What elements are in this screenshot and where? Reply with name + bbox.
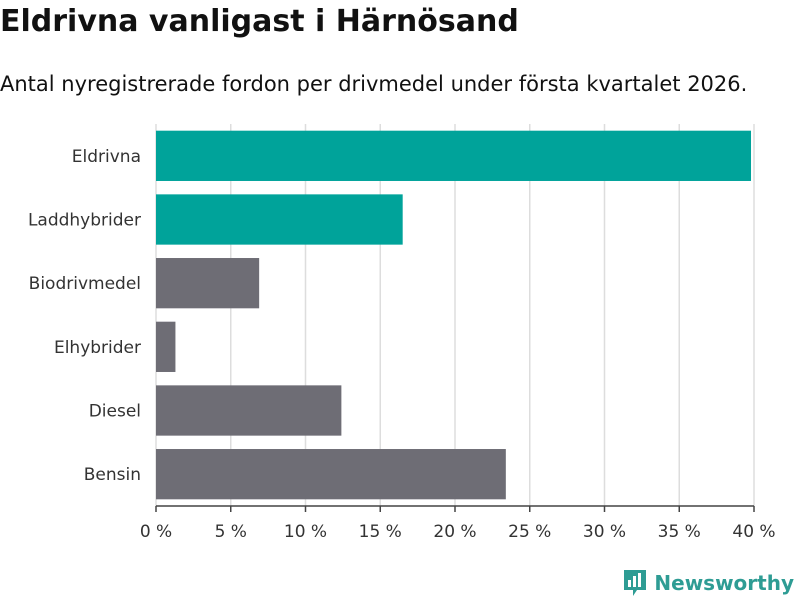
brand-name: Newsworthy	[654, 571, 794, 595]
bar	[156, 130, 752, 181]
x-tick-label: 20 %	[433, 522, 476, 542]
x-tick-label: 0 %	[140, 522, 172, 542]
x-tick-label: 35 %	[658, 522, 701, 542]
newsworthy-logo: Newsworthy	[622, 568, 794, 598]
bar	[156, 321, 176, 372]
bar	[156, 449, 506, 500]
bar	[156, 194, 403, 245]
bar-chart: Eldrivna Laddhybrider Biodrivmedel Elhybrid…	[28, 124, 776, 542]
bar	[156, 385, 342, 436]
category-label: Elhybrider	[54, 338, 141, 358]
x-tick-label: 5 %	[215, 522, 247, 542]
newsworthy-logo-icon	[624, 570, 647, 596]
category-label: Laddhybrider	[28, 211, 141, 231]
category-label: Biodrivmedel	[29, 274, 141, 294]
category-label: Eldrivna	[72, 147, 141, 167]
bar	[156, 258, 260, 309]
chart-title: Eldrivna vanligast i Härnösand	[0, 4, 519, 39]
chart-subtitle: Antal nyregistrerade fordon per drivmede…	[0, 72, 748, 96]
x-tick-label: 15 %	[359, 522, 402, 542]
category-label: Bensin	[84, 465, 141, 485]
x-tick-label: 25 %	[508, 522, 551, 542]
x-tick-label: 40 %	[732, 522, 775, 542]
x-tick-label: 10 %	[284, 522, 327, 542]
x-tick-label: 30 %	[583, 522, 626, 542]
category-label: Diesel	[89, 402, 141, 422]
